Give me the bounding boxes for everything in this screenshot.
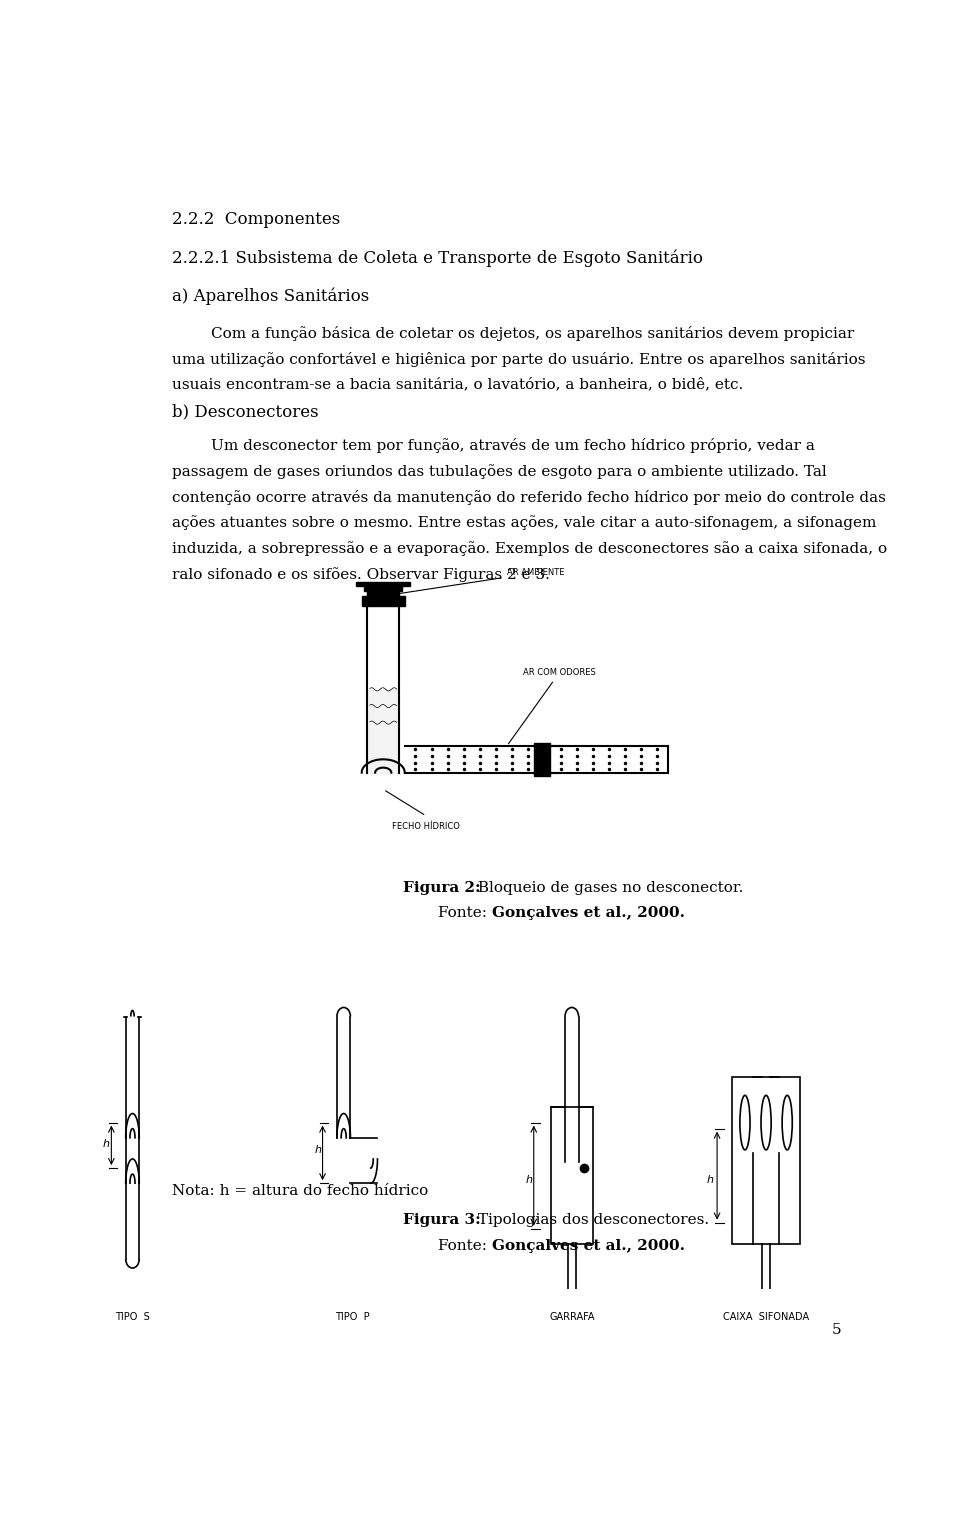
Text: AR COM ODORES: AR COM ODORES: [509, 668, 596, 744]
Text: Fonte:: Fonte:: [438, 1239, 492, 1253]
Text: Figura 2:: Figura 2:: [403, 880, 480, 894]
Text: Bloqueio de gases no desconector.: Bloqueio de gases no desconector.: [473, 880, 744, 894]
Text: 2.2.2.1 Subsistema de Coleta e Transporte de Esgoto Sanitário: 2.2.2.1 Subsistema de Coleta e Transport…: [172, 250, 703, 267]
Text: 2.2.2  Componentes: 2.2.2 Componentes: [172, 211, 341, 227]
Bar: [367, 591, 399, 595]
Bar: [732, 1077, 800, 1244]
Text: passagem de gases oriundos das tubulações de esgoto para o ambiente utilizado. T: passagem de gases oriundos das tubulaçõe…: [172, 464, 827, 479]
Text: Tipologias dos desconectores.: Tipologias dos desconectores.: [473, 1214, 709, 1227]
Bar: [356, 582, 410, 586]
Text: FECHO HÍDRICO: FECHO HÍDRICO: [393, 823, 460, 832]
Bar: [362, 595, 405, 606]
Text: ralo sifonado e os sifões. Observar Figuras 2 e 3.: ralo sifonado e os sifões. Observar Figu…: [172, 567, 550, 582]
Text: induzida, a sobrepressão e a evaporação. Exemplos de desconectores são a caixa s: induzida, a sobrepressão e a evaporação.…: [172, 541, 887, 556]
Text: h: h: [525, 1176, 532, 1185]
Text: TIPO  P: TIPO P: [335, 1312, 370, 1321]
Text: b) Desconectores: b) Desconectores: [172, 403, 319, 421]
Text: AR AMBIENTE: AR AMBIENTE: [386, 568, 564, 595]
Bar: [551, 1107, 593, 1244]
Text: Com a função básica de coletar os dejetos, os aparelhos sanitários devem propici: Com a função básica de coletar os dejeto…: [172, 326, 854, 341]
Text: 5: 5: [832, 1323, 842, 1336]
Text: h: h: [314, 1145, 321, 1154]
Text: h: h: [103, 1139, 109, 1148]
Bar: [534, 742, 550, 776]
Text: usuais encontram-se a bacia sanitária, o lavatório, a banheira, o bidê, etc.: usuais encontram-se a bacia sanitária, o…: [172, 377, 743, 392]
Text: ações atuantes sobre o mesmo. Entre estas ações, vale citar a auto-sifonagem, a : ações atuantes sobre o mesmo. Entre esta…: [172, 515, 876, 530]
Text: CAIXA  SIFONADA: CAIXA SIFONADA: [723, 1312, 809, 1321]
Text: Um desconector tem por função, através de um fecho hídrico próprio, vedar a: Um desconector tem por função, através d…: [172, 438, 815, 453]
Text: a) Aparelhos Sanitários: a) Aparelhos Sanitários: [172, 288, 370, 306]
Text: Fonte:: Fonte:: [438, 906, 492, 920]
Bar: [365, 586, 402, 591]
Text: Gonçalves et al., 2000.: Gonçalves et al., 2000.: [492, 906, 685, 920]
Text: Figura 3:: Figura 3:: [403, 1214, 480, 1227]
Text: h: h: [707, 1176, 714, 1185]
Text: uma utilização confortável e higiênica por parte do usuário. Entre os aparelhos : uma utilização confortável e higiênica p…: [172, 351, 866, 367]
Text: TIPO  S: TIPO S: [115, 1312, 150, 1321]
Text: Gonçalves et al., 2000.: Gonçalves et al., 2000.: [492, 1239, 685, 1253]
Text: GARRAFA: GARRAFA: [549, 1312, 594, 1321]
Text: contenção ocorre através da manutenção do referido fecho hídrico por meio do con: contenção ocorre através da manutenção d…: [172, 489, 886, 504]
Text: Nota: h = altura do fecho hídrico: Nota: h = altura do fecho hídrico: [172, 1183, 428, 1198]
